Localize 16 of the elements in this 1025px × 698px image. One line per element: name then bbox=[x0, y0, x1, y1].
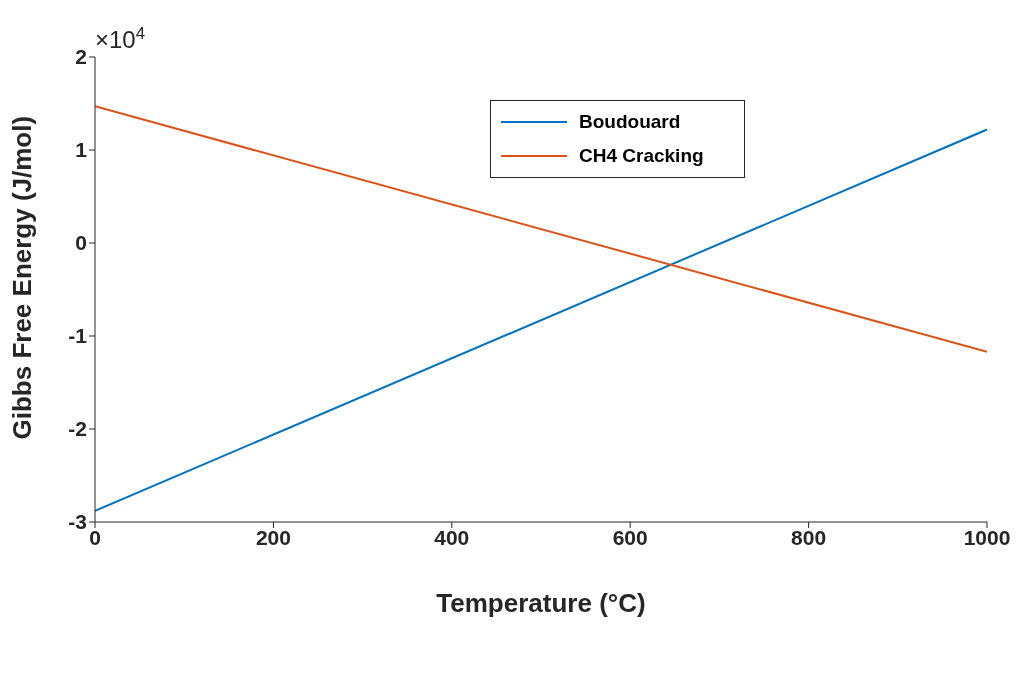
x-tick-label: 800 bbox=[791, 525, 827, 549]
y-tick-label: 1 bbox=[75, 138, 88, 162]
x-axis-title: Temperature (°C) bbox=[436, 588, 646, 618]
x-tick-label: 600 bbox=[612, 525, 648, 549]
y-tick-label: -3 bbox=[68, 510, 87, 534]
x-tick-label: 200 bbox=[255, 525, 291, 549]
text: ×10$^{4}$ bbox=[95, 23, 146, 53]
y-tick-label: 0 bbox=[75, 231, 87, 255]
legend-label: Boudouard bbox=[579, 111, 681, 133]
y-axis-title: Gibbs Free Energy (J/mol) bbox=[7, 115, 38, 440]
x-tick-label: 1000 bbox=[963, 525, 1011, 549]
x-tick-label: 400 bbox=[434, 525, 470, 549]
y-tick-label: 2 bbox=[75, 45, 87, 69]
y-tick-label: -1 bbox=[68, 324, 88, 348]
y-tick-label: -2 bbox=[68, 417, 87, 441]
legend-label: CH4 Cracking bbox=[579, 145, 704, 167]
